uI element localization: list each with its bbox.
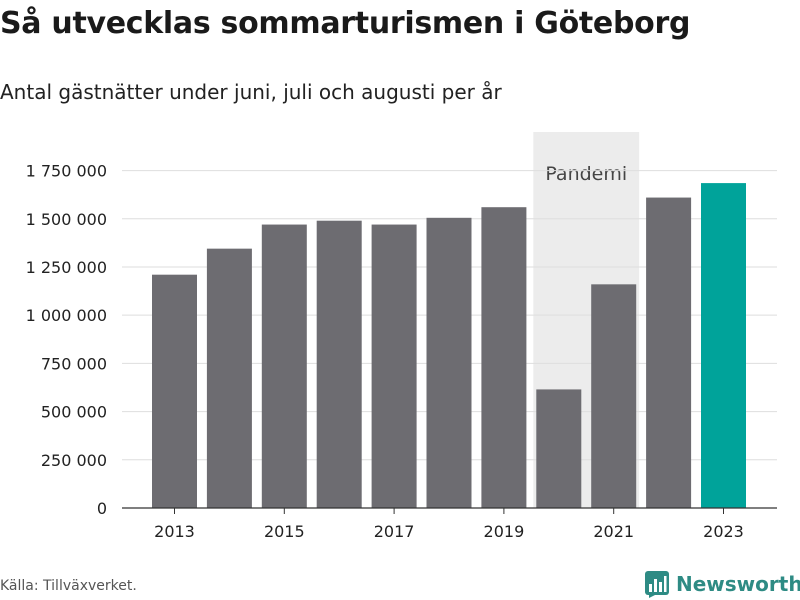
bar-2015: [261, 224, 307, 509]
chart-subtitle: Antal gästnätter under juni, juli och au…: [0, 80, 502, 104]
x-tick-label: 2017: [374, 522, 415, 541]
x-tick-label: 2015: [264, 522, 305, 541]
bar-2020: [536, 389, 582, 508]
brand-name: Newsworthy: [676, 572, 800, 596]
bar-2023: [701, 183, 746, 508]
x-tick-label: 2021: [593, 522, 634, 541]
bar-2022: [646, 197, 692, 509]
y-tick-label: 500 000: [41, 403, 107, 422]
source-note: Källa: Tillväxverket.: [0, 578, 137, 594]
brand-logo: Newsworthy: [644, 570, 800, 598]
bar-chart-logo-icon: [645, 571, 669, 598]
y-tick-label: 1 500 000: [26, 210, 107, 229]
y-tick-label: 0: [97, 499, 107, 518]
y-tick-label: 750 000: [41, 354, 107, 373]
y-tick-label: 250 000: [41, 451, 107, 470]
x-tick-label: 2019: [484, 522, 525, 541]
bar-2018: [426, 217, 472, 509]
pandemic-label: Pandemi: [545, 163, 627, 185]
chart-title: Så utvecklas sommarturismen i Göteborg: [0, 6, 691, 41]
bar-2017: [371, 224, 417, 509]
y-tick-label: 1 750 000: [26, 162, 107, 181]
bar-2016: [316, 220, 362, 508]
bar-2014: [206, 248, 252, 508]
y-tick-label: 1 000 000: [26, 306, 107, 325]
y-tick-label: 1 250 000: [26, 258, 107, 277]
x-tick-label: 2023: [703, 522, 744, 541]
bar-2013: [152, 274, 197, 508]
bar-2019: [481, 207, 527, 508]
bar-2021: [591, 284, 637, 508]
x-tick-label: 2013: [154, 522, 195, 541]
